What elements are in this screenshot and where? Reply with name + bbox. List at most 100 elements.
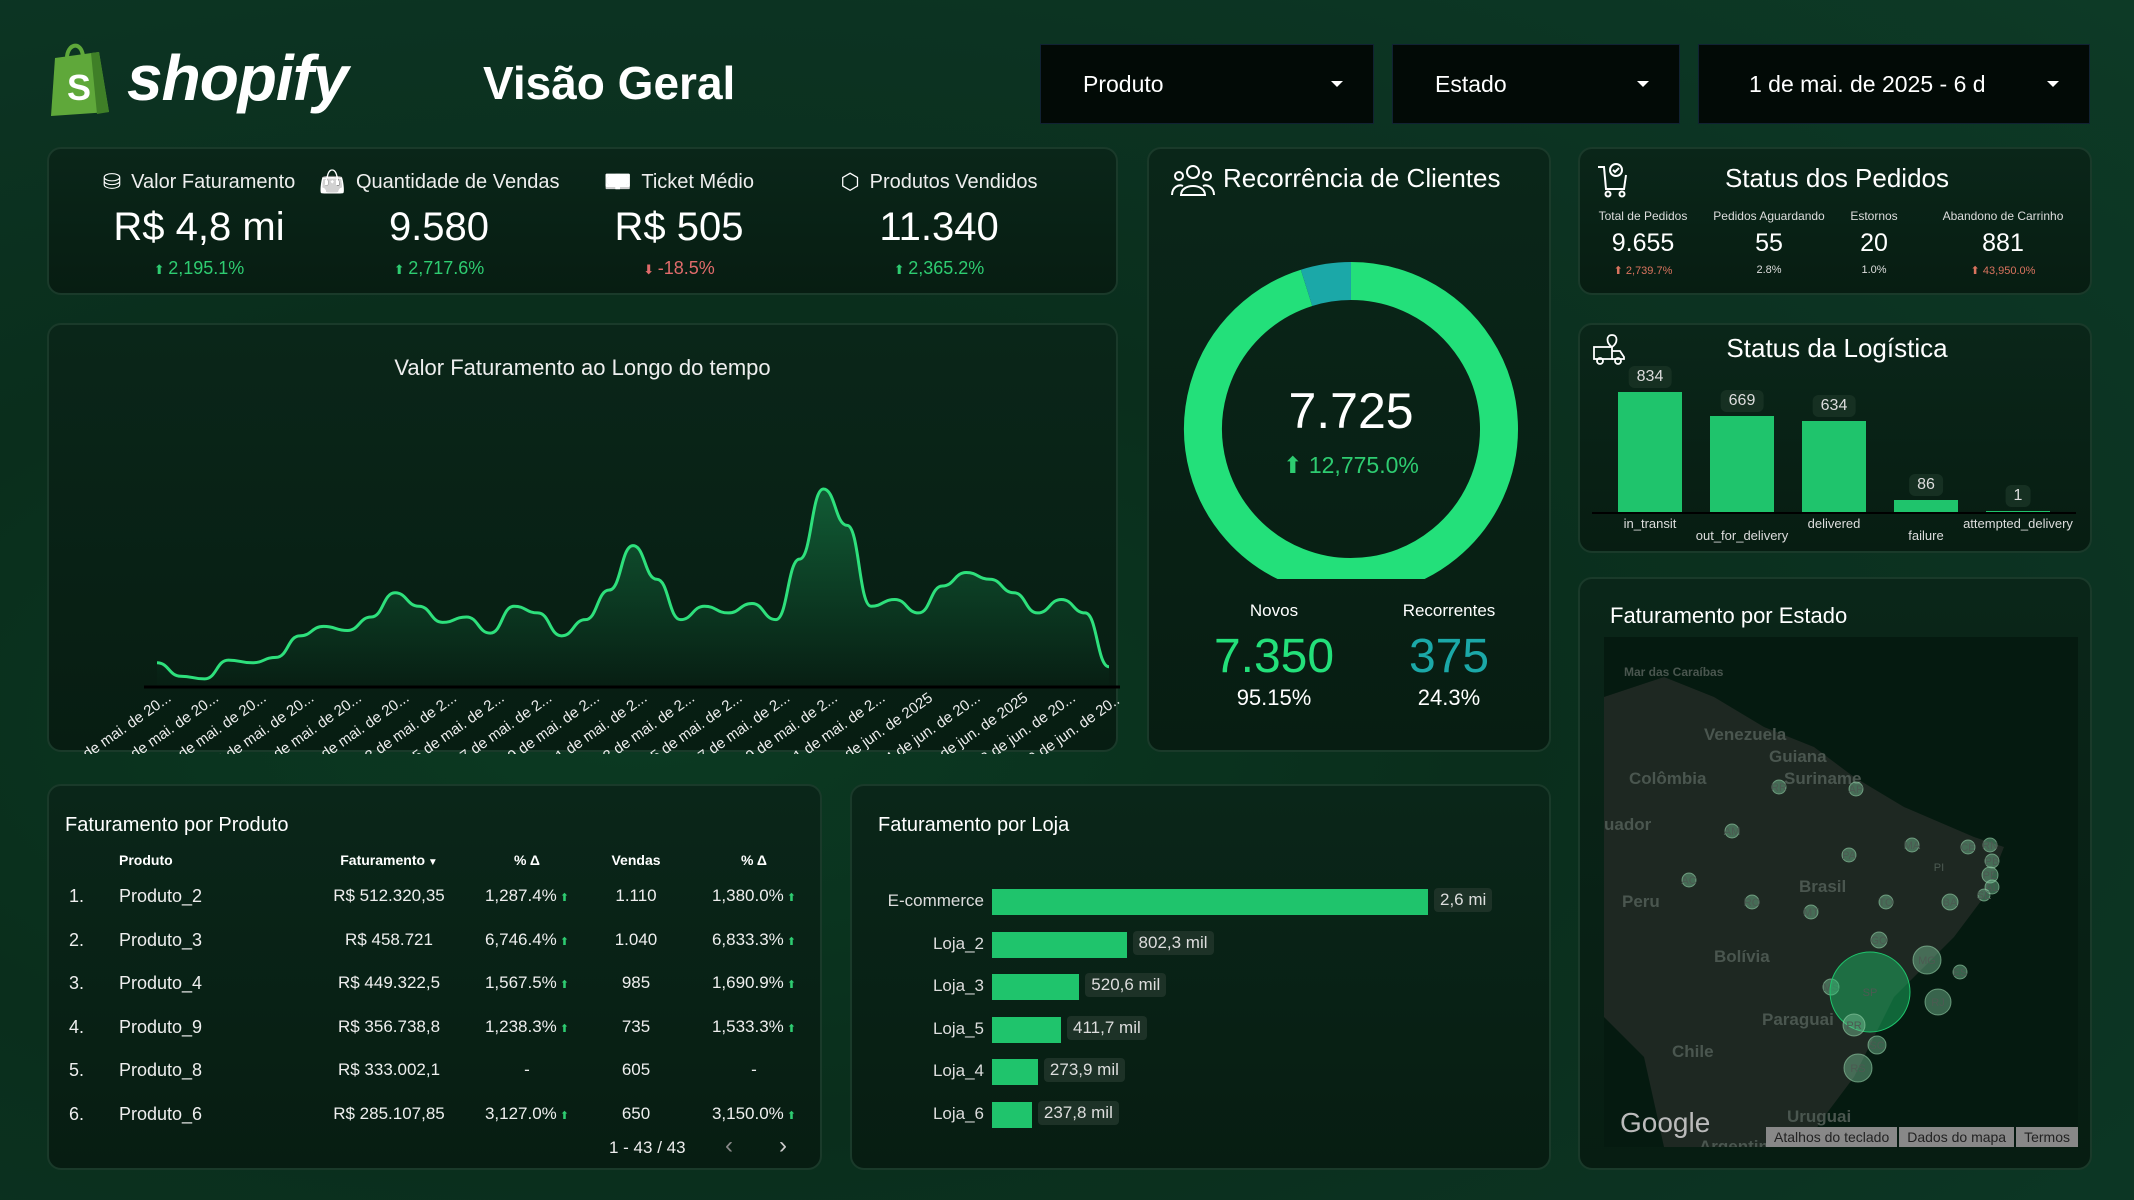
state-label: MS [1823,982,1840,994]
bar-value-label: 1 [2005,485,2031,507]
country-label: Paraguai [1762,1010,1834,1029]
produto-filter[interactable]: Produto [1040,44,1374,124]
faturamento-loja-card: Faturamento por Loja E-commerce 2,6 mi Loj… [850,784,1551,1170]
row-faturamento: R$ 356.738,8 [337,1016,441,1036]
bar-value-label: 834 [1628,366,1672,388]
recorrentes-value: 375 [1408,630,1490,683]
state-bubble-PB [1984,853,2000,869]
kpi-label: Quantidade de Vendas [355,170,560,193]
metric-value: 20 [1860,229,1888,257]
column-header-0[interactable]: Produto [119,852,173,868]
donut-delta: ⬆ 12,775.0% [1149,452,1553,479]
country-label: Colômbia [1629,769,1707,788]
kpi-header: 👜 Quantidade de Vendas [309,169,569,195]
bar-value-label: 520,6 mil [1085,973,1167,998]
metric-sub: ⬆ 2,739.7% [1588,264,1698,277]
brand-name: shopify [127,42,349,114]
state-bubble-AM [1724,823,1740,839]
state-label: BA [1943,897,1958,909]
column-header-1[interactable]: Faturamento ▼ [319,852,459,868]
kpi-1: 👜 Quantidade de Vendas 9.580 ⬆ 2,717.6% [309,169,569,279]
cell-value: 650 [621,1103,651,1123]
kpi-label: Produtos Vendidos [869,170,1038,193]
estado-filter[interactable]: Estado [1392,44,1680,124]
state-label: ES [1953,967,1968,979]
state-label: CE [1960,842,1975,854]
row-rank: 1. [69,886,85,906]
recorrentes-label: Recorrentes [1402,601,1496,620]
metric-label: Total de Pedidos [1598,209,1688,223]
bar-Loja_4 [992,1059,1038,1086]
arrow-up-icon: ⬆ [1283,452,1309,478]
pagination-label: 1 - 43 / 43 [609,1138,686,1157]
column-header-4[interactable]: % Δ [684,852,824,868]
arrow-up-icon: ⬆ [1970,265,1983,277]
arrow-up-icon: ⬆ [783,935,797,948]
shopify-logo: S shopify [47,38,349,118]
date-range-filter[interactable]: 1 de mai. de 2025 - 6 d [1698,44,2090,124]
y-tick-label: Loja_6 [932,1104,984,1123]
table-row[interactable]: 3. Produto_4 R$ 449.322,5 1,567.5% ⬆ 985 1,69… [49,973,820,1003]
state-bubble-PE [1981,866,1999,884]
next-page-button[interactable]: › [779,1132,787,1159]
table-row[interactable]: 2. Produto_3 R$ 458.721 6,746.4% ⬆ 1.040 6,83… [49,930,820,960]
bar-in_transit [1618,392,1682,512]
state-label: SE [1977,890,1992,902]
metric-sub-value: 43,950.0% [1982,265,2036,277]
arrow-up-icon: ⬆ [556,1109,570,1122]
cell-value: 605 [621,1060,651,1079]
state-label: RO [1744,897,1761,909]
kpi-header: ⛁ Valor Faturamento [69,169,329,195]
faturamento-produto-card: Faturamento por Produto Produto Faturamen… [47,784,822,1170]
cell-value: 985 [621,973,651,992]
bar-value-label: 634 [1812,394,1856,417]
state-bubble-PA [1841,847,1857,863]
prev-page-button[interactable]: ‹ [725,1132,733,1159]
arrow-down-icon: ⬇ [643,262,658,277]
row-vendas: 650 [556,1104,716,1124]
kpi-delta: ⬆ 2,195.1% [69,258,329,279]
table-row[interactable]: 6. Produto_6 R$ 285.107,85 3,127.0% ⬆ 650 3,1… [49,1104,820,1134]
arrow-up-icon: ⬆ [783,892,797,904]
table-row[interactable]: 4. Produto_9 R$ 356.738,8 1,238.3% ⬆ 735 1,53… [49,1017,820,1047]
table-row[interactable]: 5. Produto_8 R$ 333.002,1 - 605 - [49,1060,820,1090]
arrow-up-icon: ⬆ [556,1022,570,1035]
state-bubble-RN [1982,837,1998,853]
cell-value: 1,380.0% [711,886,784,905]
estado-filter-label: Estado [1435,70,1507,97]
table-row[interactable]: 1. Produto_2 R$ 512.320,35 1,287.4% ⬆ 1.110 1… [49,886,820,916]
state-bubble-SP [1829,951,1911,1033]
column-header-label: Faturamento [340,852,426,868]
country-label: Suriname [1784,769,1862,788]
date-range-label: 1 de mai. de 2025 - 6 d [1749,70,1986,97]
y-tick-label: Loja_5 [932,1018,984,1038]
state-label: MA [1904,840,1921,852]
keyboard-shortcuts-link[interactable]: Atalhos do teclado [1766,1127,1898,1147]
state-label: PR [1846,1020,1861,1032]
svg-text:S: S [67,67,91,108]
y-tick-label: Loja_2 [932,933,984,953]
x-tick-label: delivered [1807,516,1861,531]
row-d1: 1,567.5% ⬆ [447,973,607,993]
table-title: Faturamento por Produto [65,814,289,836]
row-faturamento: R$ 458.721 [345,929,433,949]
column-header-3[interactable]: Vendas [566,852,706,868]
state-label: RN [1982,840,1998,852]
row-d2: - [674,1060,834,1080]
map-data-link[interactable]: Dados do mapa [1899,1127,2015,1147]
novos-value: 7.350 [1213,630,1335,683]
column-header-label: % Δ [741,852,767,868]
coins-icon: ⛁ [102,169,122,194]
state-label: GO [1870,935,1888,947]
map-footer: Atalhos do teclado Dados do mapa Termos [1766,1127,2078,1147]
loja-chart-title: Faturamento por Loja [878,814,1070,836]
column-header-2[interactable]: % Δ [457,852,597,868]
row-d1: 1,238.3% ⬆ [447,1017,607,1037]
state-label: MT [1803,907,1819,919]
column-header-label: % Δ [514,852,540,868]
map[interactable]: Mar das Caraíbas Venezuela Guiana Suriname C… [1604,637,2078,1147]
cell-value: 3,150.0% [711,1103,784,1123]
country-label: Guiana [1769,747,1827,766]
state-label: SC [1869,1040,1884,1052]
terms-link[interactable]: Termos [2016,1127,2078,1147]
